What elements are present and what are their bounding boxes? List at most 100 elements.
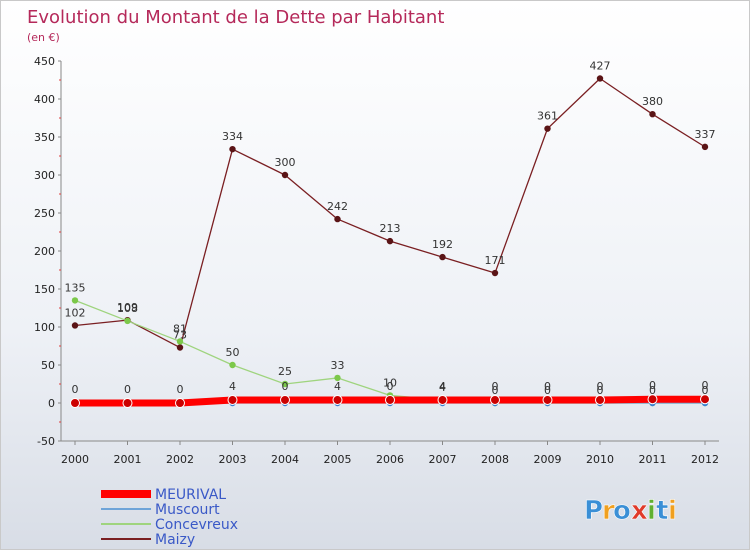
data-label-concevreux: 0 [544, 384, 551, 397]
legend-label: Concevreux [155, 517, 238, 533]
y-tick-label: -50 [37, 435, 55, 448]
data-label-maizy: 213 [380, 222, 401, 235]
logo-letter: o [613, 496, 631, 526]
data-point-concevreux [176, 338, 184, 345]
x-tick-label: 2008 [481, 453, 509, 466]
logo-letter: i [668, 496, 677, 526]
data-label-meurival: 0 [387, 380, 394, 393]
data-point-meurival [647, 394, 658, 405]
data-point-maizy [386, 237, 394, 245]
y-tick-label: 50 [41, 359, 55, 372]
series-layer [70, 75, 710, 408]
data-label-maizy: 334 [222, 130, 243, 143]
legend-label: Muscourt [155, 502, 220, 518]
y-tick-label: 100 [34, 321, 55, 334]
data-label-layer: 102 1097333430024221319217136142738033713… [65, 59, 716, 397]
x-tick-label: 2003 [219, 453, 247, 466]
data-label-meurival: 4 [334, 380, 341, 393]
data-label-concevreux: 0 [597, 384, 604, 397]
data-label-concevreux: 25 [278, 365, 292, 378]
data-point-concevreux [334, 374, 341, 382]
data-label-concevreux: 108 [117, 302, 138, 315]
data-point-maizy [334, 215, 341, 223]
y-tick-label: 150 [34, 283, 55, 296]
data-label-meurival: 0 [282, 380, 289, 393]
data-point-meurival [227, 394, 238, 405]
data-label-concevreux: 0 [702, 384, 709, 397]
data-label-maizy: 337 [695, 128, 716, 141]
data-label-maizy: 192 [432, 238, 453, 251]
x-tick-label: 2000 [61, 453, 89, 466]
data-point-meurival [385, 394, 395, 405]
data-point-meurival [700, 394, 710, 405]
data-label-concevreux: 10 [383, 376, 397, 389]
data-label-meurival: 0 [177, 383, 184, 396]
logo-letter: i [647, 496, 656, 526]
data-point-meurival [437, 394, 448, 405]
data-point-meurival [280, 394, 290, 405]
x-tick-label: 2009 [534, 453, 562, 466]
data-point-maizy [281, 171, 289, 179]
x-tick-label: 2005 [324, 453, 352, 466]
series-line-maizy [74, 77, 706, 349]
data-label-meurival: 0 [597, 380, 604, 393]
data-point-maizy [176, 344, 184, 351]
data-point-meurival [70, 398, 80, 408]
data-label-meurival: 0 [649, 379, 656, 392]
data-label-maizy: 242 [327, 200, 348, 213]
data-label-concevreux: 33 [331, 359, 345, 372]
x-tick-label: 2007 [429, 453, 457, 466]
data-label-meurival: 0 [702, 379, 709, 392]
legend-label: MEURIVAL [155, 487, 226, 503]
y-tick-label: 250 [34, 207, 55, 220]
legend-label: Maizy [155, 532, 195, 548]
proxiti-logo: Pro x i t i [584, 496, 678, 527]
x-tick-label: 2001 [114, 453, 142, 466]
data-point-concevreux [71, 297, 79, 304]
data-label-maizy: 361 [537, 110, 558, 123]
chart-title: Evolution du Montant de la Dette par Hab… [27, 7, 444, 28]
data-label-maizy: 300 [275, 156, 296, 169]
logo-letter: t [656, 496, 668, 526]
data-label-concevreux: 0 [492, 384, 499, 397]
data-label-meurival: 4 [229, 380, 236, 393]
x-tick-label: 2012 [691, 453, 719, 466]
data-point-meurival [490, 394, 500, 405]
x-tick-label: 2006 [376, 453, 404, 466]
data-point-maizy [491, 269, 499, 277]
data-point-concevreux [281, 380, 289, 388]
data-label-maizy: 102 [65, 306, 86, 319]
data-label-concevreux: 50 [226, 346, 240, 359]
data-point-meurival [122, 398, 133, 408]
logo-letter: x [631, 496, 648, 526]
data-point-maizy [439, 253, 446, 261]
logo-letter: r [602, 496, 615, 526]
data-label-maizy: 171 [485, 254, 506, 267]
data-point-maizy [71, 322, 79, 329]
data-point-meurival [595, 394, 605, 405]
data-label-concevreux: 4 [439, 381, 446, 394]
y-tick-label: 450 [34, 55, 55, 68]
data-label-meurival: 0 [72, 383, 79, 396]
logo-letter: P [584, 496, 603, 526]
data-point-maizy [596, 75, 604, 82]
data-point-maizy [229, 145, 236, 153]
data-point-concevreux [124, 317, 131, 325]
y-tick-label: 300 [34, 169, 55, 182]
data-point-meurival [175, 398, 185, 408]
data-label-maizy: 109 [117, 301, 138, 314]
data-point-maizy [544, 125, 551, 132]
y-tick-label: 350 [34, 131, 55, 144]
data-label-maizy: 427 [590, 59, 611, 72]
data-label-meurival: 0 [124, 383, 131, 396]
data-label-meurival: 0 [492, 380, 499, 393]
x-tick-label: 2010 [586, 453, 614, 466]
data-label-maizy: 380 [642, 95, 663, 108]
data-label-meurival: 4 [439, 380, 446, 393]
data-point-meurival [542, 394, 553, 405]
data-label-maizy: 73 [173, 329, 187, 342]
data-point-concevreux [229, 361, 236, 369]
data-point-meurival [332, 394, 343, 405]
